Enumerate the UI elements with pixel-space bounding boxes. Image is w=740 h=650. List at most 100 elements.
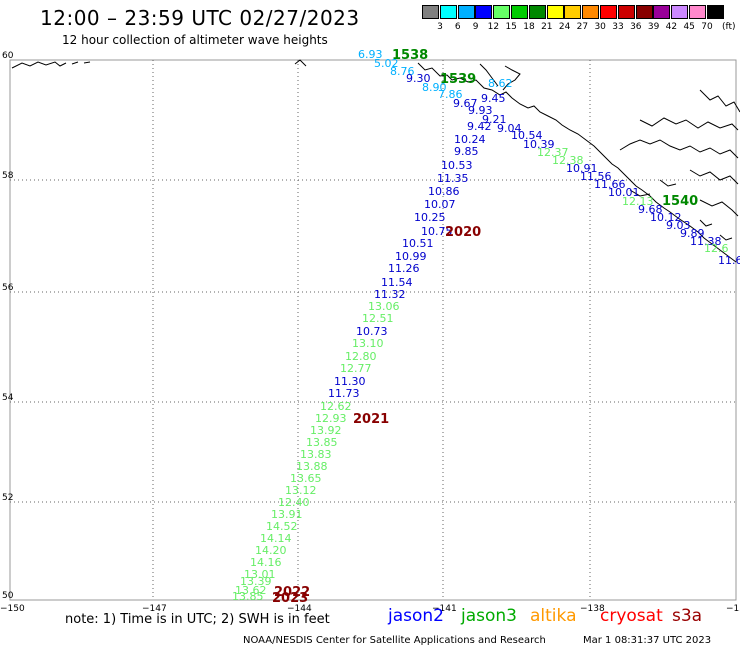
wave-height-value: 10.73: [356, 325, 388, 338]
wave-height-value: 12.6: [704, 242, 729, 255]
wave-height-value: 14.52: [266, 520, 298, 533]
colorbar-label: 30: [594, 22, 606, 32]
wave-height-value: 12.93: [315, 412, 347, 425]
wave-height-value: 8.62: [488, 77, 513, 90]
wave-height-value: 9.42: [467, 120, 492, 133]
wave-height-value: 8.90: [422, 81, 447, 94]
colorbar-unit: (ft): [722, 22, 736, 32]
longitude-label: −147: [142, 604, 167, 614]
generated-timestamp: Mar 1 08:31:37 UTC 2023: [583, 635, 712, 646]
wave-height-value: 9.45: [481, 92, 506, 105]
wave-height-value: 13.06: [368, 300, 400, 313]
wave-height-value: 14.16: [250, 556, 282, 569]
colorbar-label: 3: [437, 22, 443, 32]
wave-height-value: 9.67: [453, 97, 478, 110]
pass-time-label: 1538: [392, 48, 428, 63]
wave-height-value: 10.51: [402, 237, 434, 250]
pass-time-label: 2023: [272, 591, 308, 606]
latitude-label: 52: [2, 493, 13, 503]
colorbar-label: 45: [683, 22, 695, 32]
wave-height-value: 9.93: [468, 104, 493, 117]
wave-height-value: 9.85: [454, 145, 479, 158]
chart-title: 12:00 – 23:59 UTC 02/27/2023: [40, 6, 360, 30]
pass-time-label: 2021: [353, 412, 389, 427]
colorbar-swatch: [635, 5, 653, 19]
wave-height-value: 12.38: [552, 154, 584, 167]
colorbar-label: 12: [487, 22, 500, 32]
wave-height-value: 11.73: [328, 387, 360, 400]
footer-note: note: 1) Time is in UTC; 2) SWH is in fe…: [65, 612, 330, 627]
colorbar-label: 42: [665, 22, 678, 32]
colorbar-swatch: [439, 5, 457, 19]
pass-time-label: 2022: [274, 585, 310, 600]
chart-subtitle: 12 hour collection of altimeter wave hei…: [62, 33, 328, 47]
wave-height-value: 9.30: [406, 72, 431, 85]
wave-height-value: 12.13: [622, 195, 654, 208]
wave-height-observations: 6.935.028.769.308.907.86 8.62 9.459.679.93…: [232, 48, 740, 603]
wave-height-value: 10.25: [414, 211, 446, 224]
wave-height-value: 10.12: [650, 211, 682, 224]
wave-height-value: 11.56: [580, 170, 612, 183]
wave-height-value: 13.12: [285, 484, 317, 497]
latitude-label: 56: [2, 283, 14, 293]
longitude-label: −13: [726, 604, 740, 614]
wave-height-value: 12.37: [537, 146, 569, 159]
wave-height-value: 13.65: [290, 472, 322, 485]
longitude-label: −138: [580, 604, 605, 614]
pass-time-label: 1539: [440, 72, 476, 87]
wave-height-value: 9.68: [638, 203, 663, 216]
wave-height-value: 10.39: [523, 138, 555, 151]
colorbar-swatch: [511, 5, 528, 19]
colorbar-swatch: [689, 5, 706, 19]
satellite-legend-item: jason3: [461, 606, 517, 626]
wave-height-value: 9.04: [497, 122, 522, 135]
wave-height-value: 11.32: [374, 288, 406, 301]
wave-height-value: 9.03: [666, 219, 691, 232]
colorbar-swatch: [475, 5, 493, 19]
wave-height-value: 11.54: [381, 276, 413, 289]
wave-height-value: 13.91: [271, 508, 303, 521]
wave-height-value: 10.99: [395, 250, 427, 263]
colorbar-swatch: [457, 5, 475, 19]
longitude-label: −144: [287, 604, 312, 614]
wave-height-value: 11.38: [690, 235, 722, 248]
wave-height-value: 10.54: [511, 129, 543, 142]
wave-height-value: 13.39: [240, 575, 272, 588]
wave-height-value: 9.21: [482, 113, 507, 126]
wave-height-value: 13.62: [235, 584, 267, 597]
wave-height-value: 6.93: [358, 48, 383, 61]
wave-height-value: 10.07: [424, 198, 456, 211]
wave-height-value: 10.91: [566, 162, 598, 175]
colorbar-swatch: [600, 5, 617, 19]
coastline-mountains: [479, 63, 521, 91]
satellite-legend-item: s3a: [672, 606, 703, 626]
wave-height-value: 12.51: [362, 312, 394, 325]
wave-height-value: 11.30: [334, 375, 366, 388]
colorbar-label: 70: [701, 22, 713, 32]
colorbar-label: 21: [541, 22, 553, 32]
latitude-label: 50: [2, 591, 14, 601]
wave-height-value: 11.66: [594, 178, 626, 191]
satellite-legend-item: cryosat: [600, 606, 663, 626]
colorbar-label: 39: [647, 22, 660, 32]
pass-time-label: 1540: [662, 194, 698, 209]
wave-height-value: 12.62: [320, 400, 352, 413]
latitude-label: 60: [2, 51, 14, 61]
coastline-islands: [629, 179, 733, 241]
coastline-panhandle: [619, 89, 740, 217]
colorbar-swatch: [706, 5, 724, 19]
wave-height-value: 12.40: [278, 496, 310, 509]
wave-height-value: 11.6: [718, 254, 740, 267]
wave-height-value: 10.75: [421, 225, 453, 238]
wave-height-value: 8.76: [390, 65, 415, 78]
colorbar-label: 6: [454, 22, 461, 32]
wave-height-value: 13.83: [300, 448, 332, 461]
colorbar-swatch: [564, 5, 582, 19]
wave-height-value: 7.86: [438, 88, 463, 101]
wave-height-value: 5.02: [374, 57, 399, 70]
colorbar-swatch: [617, 5, 635, 19]
colorbar-label: 24: [558, 22, 571, 32]
map-frame: [9, 59, 737, 601]
